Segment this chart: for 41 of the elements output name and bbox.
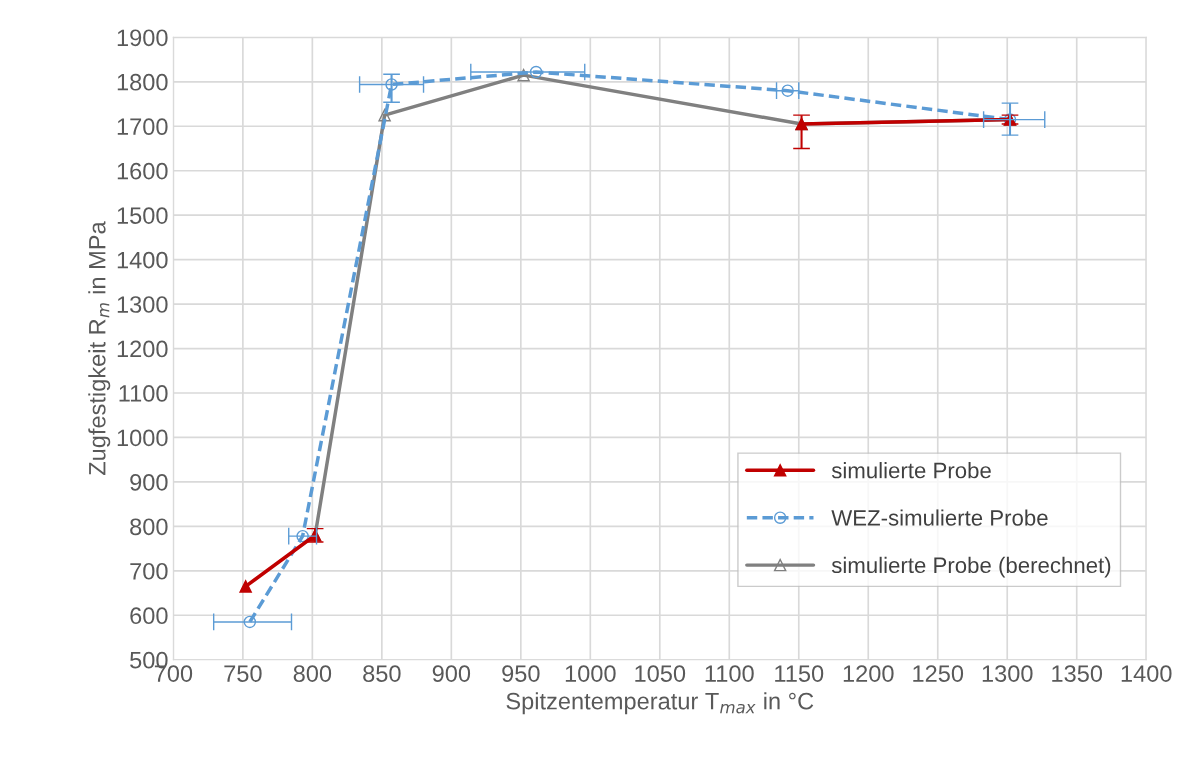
y-tick-label: 1200 bbox=[117, 340, 168, 358]
x-axis-title: Spitzentemperatur T$_{max}$ in °C bbox=[506, 692, 814, 715]
x-tick-label: 950 bbox=[502, 665, 540, 682]
x-tick-label: 1150 bbox=[775, 665, 824, 682]
point bbox=[239, 580, 252, 593]
y-tick-label: 700 bbox=[130, 562, 168, 580]
point bbox=[243, 615, 257, 629]
y-tick-label: 600 bbox=[130, 607, 168, 625]
y-tick-label: 1400 bbox=[117, 251, 168, 269]
y-tick-label: 1800 bbox=[117, 73, 168, 91]
y-tick-label: 1100 bbox=[119, 385, 168, 402]
x-tick-label: 900 bbox=[432, 665, 471, 682]
x-tick-label: 1200 bbox=[843, 665, 894, 682]
point bbox=[296, 529, 309, 543]
point bbox=[378, 108, 391, 122]
y-tick-label: 1600 bbox=[117, 162, 168, 180]
x-tick-label: 1250 bbox=[913, 665, 964, 682]
x-tick-label: 1100 bbox=[705, 665, 754, 682]
y-tick-label: 1900 bbox=[117, 29, 168, 47]
x-tick-label: 850 bbox=[363, 665, 401, 682]
y-tick-label: 800 bbox=[130, 518, 168, 536]
legend-label: simulierte Probe (berechnet) bbox=[831, 556, 1111, 578]
point bbox=[517, 68, 530, 82]
y-tick-label: 1700 bbox=[117, 118, 168, 136]
x-tick-label: 800 bbox=[293, 665, 332, 682]
y-tick-label: 1300 bbox=[117, 296, 168, 313]
x-tick-label: 1000 bbox=[565, 665, 616, 682]
legend-label: WEZ-simulierte Probe bbox=[831, 509, 1048, 526]
y-tick-label: 1500 bbox=[117, 207, 168, 224]
legend-label: simulierte Probe bbox=[831, 462, 991, 479]
y-tick-label: 900 bbox=[130, 473, 168, 491]
y-tick-label: 1000 bbox=[117, 429, 168, 447]
x-tick-label: 1300 bbox=[982, 665, 1033, 682]
y-axis-title: Zugfestigkeit R$_{m}$ in MPa bbox=[88, 221, 111, 476]
point bbox=[781, 84, 794, 97]
x-tick-label: 1050 bbox=[635, 665, 686, 682]
x-tick-label: 750 bbox=[224, 665, 262, 682]
x-tick-label: 1350 bbox=[1052, 665, 1103, 682]
x-tick-label: 1400 bbox=[1121, 665, 1172, 682]
point bbox=[385, 78, 398, 91]
point bbox=[529, 65, 543, 79]
